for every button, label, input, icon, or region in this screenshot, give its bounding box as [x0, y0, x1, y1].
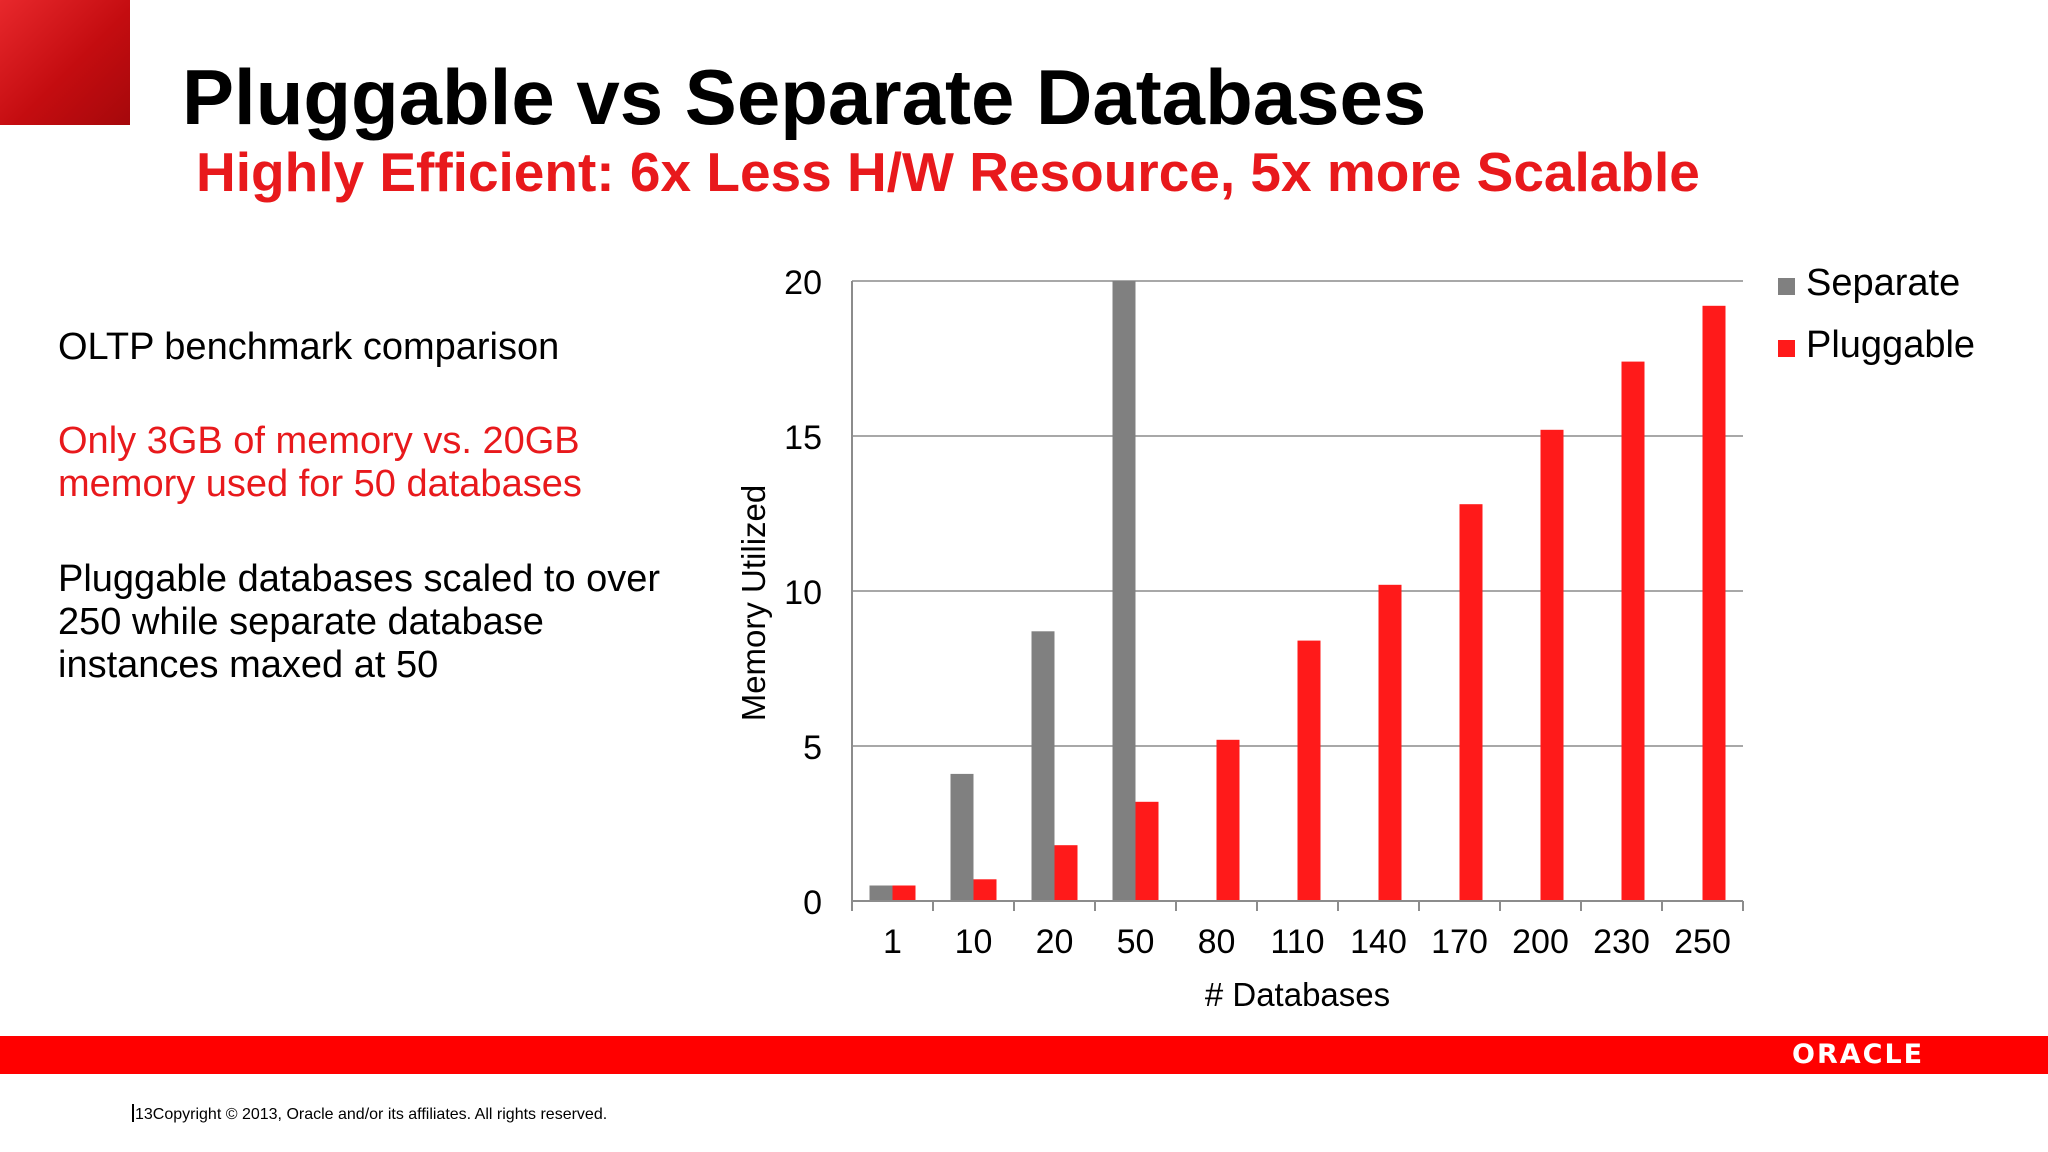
legend-label-pluggable: Pluggable — [1806, 324, 1975, 366]
x-tick-label-20: 20 — [1036, 923, 1074, 961]
y-tick-label-10: 10 — [784, 574, 822, 612]
footer-divider — [132, 1104, 134, 1122]
x-tick-label-170: 170 — [1431, 923, 1488, 961]
chart-legend: Separate Pluggable — [1778, 262, 1975, 366]
y-axis-title: Memory Utilized — [735, 485, 772, 722]
bullet-benchmark: OLTP benchmark comparison — [58, 326, 560, 368]
x-tick-label-50: 50 — [1117, 923, 1155, 961]
bar-pluggable-170 — [1459, 504, 1483, 901]
bar-pluggable-10 — [973, 879, 997, 901]
bar-pluggable-230 — [1621, 361, 1645, 902]
slide-title: Pluggable vs Separate Databases — [182, 53, 1427, 141]
bar-separate-1 — [869, 885, 893, 901]
y-tick-label-0: 0 — [803, 884, 822, 922]
y-tick-label-15: 15 — [784, 419, 822, 457]
x-tick-label-10: 10 — [955, 923, 993, 961]
bar-pluggable-250 — [1702, 305, 1726, 901]
bar-pluggable-140 — [1378, 584, 1402, 901]
x-tick-label-200: 200 — [1512, 923, 1569, 961]
footer-red-band — [0, 1036, 2048, 1074]
copyright-text: Copyright © 2013, Oracle and/or its affi… — [152, 1106, 608, 1123]
chart-bars — [869, 281, 1726, 902]
legend-label-separate: Separate — [1806, 262, 1960, 304]
bar-pluggable-20 — [1054, 845, 1078, 901]
footer: 13Copyright © 2013, Oracle and/or its af… — [132, 1104, 607, 1124]
x-tick-label-140: 140 — [1350, 923, 1407, 961]
slide-subtitle: Highly Efficient: 6x Less H/W Resource, … — [196, 141, 1700, 203]
y-tick-label-5: 5 — [803, 729, 822, 767]
x-tick-label-80: 80 — [1198, 923, 1236, 961]
bar-separate-20 — [1031, 631, 1055, 901]
legend-swatch-separate — [1778, 278, 1795, 295]
x-tick-label-250: 250 — [1674, 923, 1731, 961]
x-tick-label-110: 110 — [1270, 923, 1324, 961]
bullet-scalability: Pluggable databases scaled to over 250 w… — [58, 558, 661, 686]
y-tick-label-20: 20 — [784, 264, 822, 302]
bar-pluggable-80 — [1216, 739, 1240, 901]
bar-pluggable-1 — [892, 885, 916, 901]
page-number: 13 — [135, 1106, 153, 1123]
x-axis-title: # Databases — [1205, 976, 1390, 1013]
bar-separate-10 — [950, 773, 974, 901]
corner-accent-block — [0, 0, 130, 125]
bar-separate-50 — [1112, 281, 1136, 901]
bar-pluggable-50 — [1135, 801, 1159, 901]
chart-axes — [851, 281, 1744, 911]
bullet-memory: Only 3GB of memory vs. 20GB memory used … — [58, 420, 582, 505]
x-tick-label-1: 1 — [883, 923, 902, 961]
bar-pluggable-110 — [1297, 640, 1321, 901]
x-tick-label-230: 230 — [1593, 923, 1650, 961]
legend-swatch-pluggable — [1778, 340, 1795, 357]
oracle-logo: ORACLE — [1792, 1039, 1925, 1070]
bar-pluggable-200 — [1540, 429, 1564, 901]
